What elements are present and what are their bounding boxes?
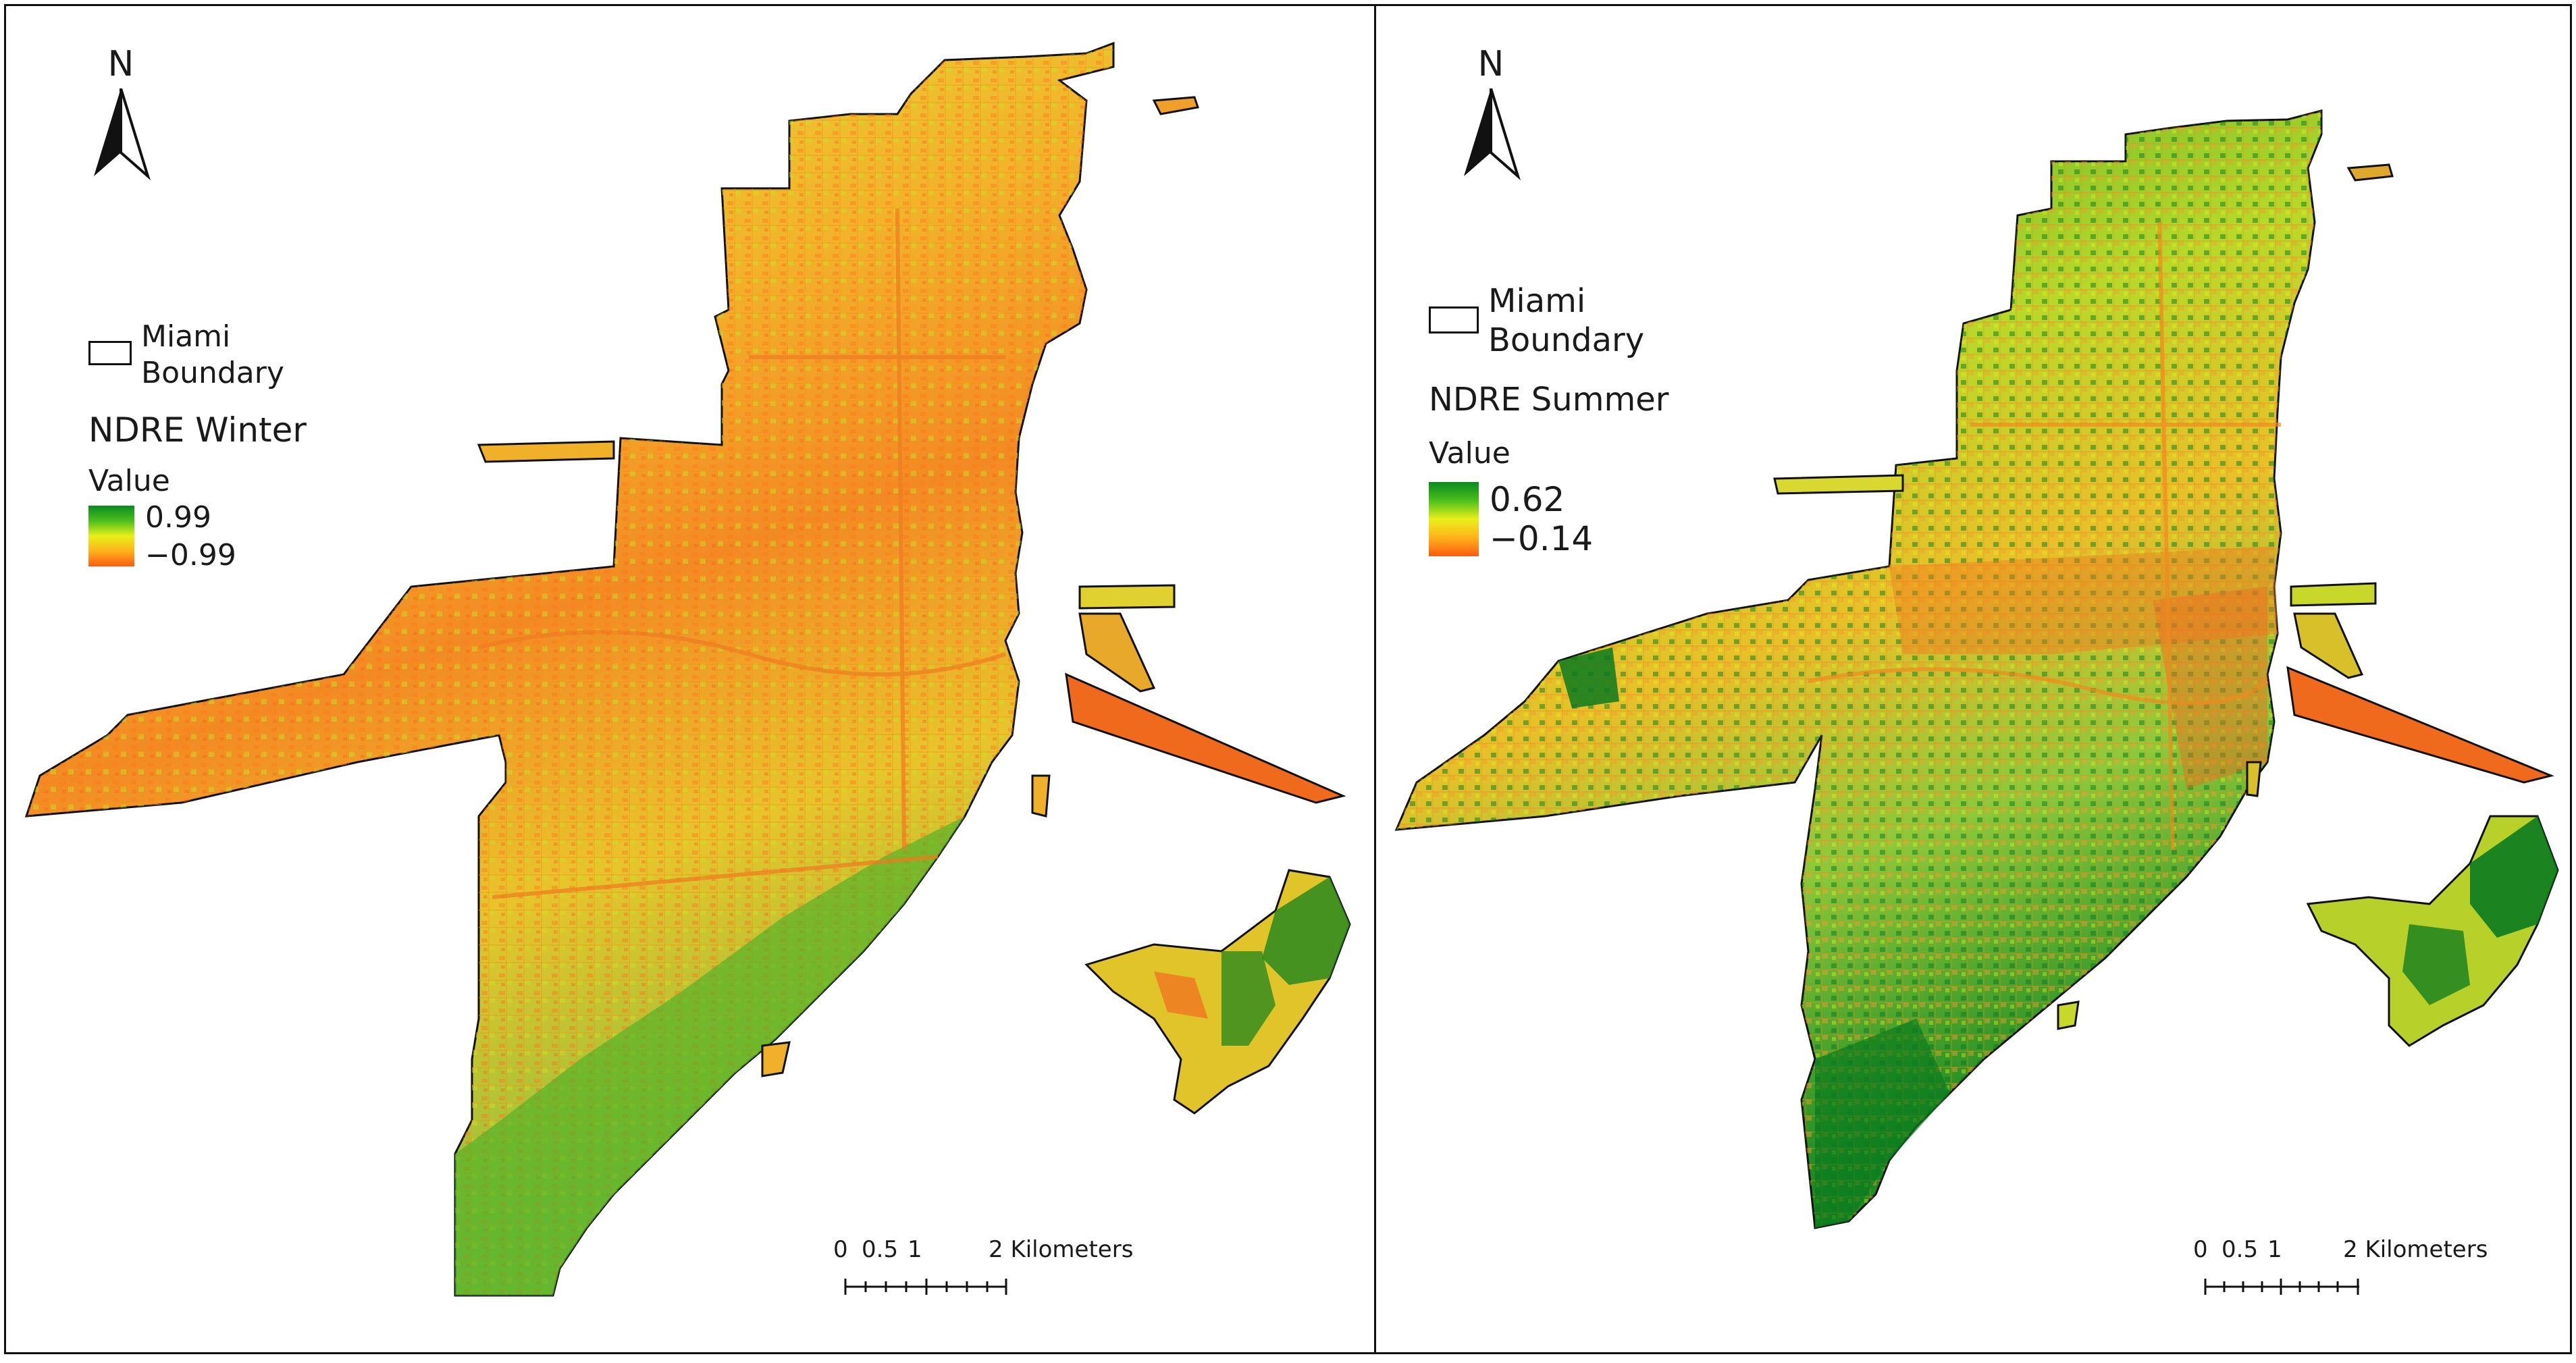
ramp-min-value: −0.14 [1490,519,1594,558]
boundary-label-line2: Boundary [141,356,284,390]
color-ramp [88,506,134,566]
winter-ndre-map [24,41,1351,1297]
boundary-label-line2: Boundary [1488,321,1645,359]
north-arrow: N [1450,47,1531,188]
boundary-swatch [88,341,132,365]
legend-summer: Miami Boundary NDRE Summer Value 0.62 −0… [1421,282,1758,570]
ramp-max-value: 0.99 [145,500,211,535]
color-ramp [1429,482,1479,556]
scale-tick-0: 0 [833,1236,848,1263]
value-label: Value [1429,436,1510,471]
north-arrow-icon [1464,88,1521,181]
ramp-min-value: −0.99 [145,538,236,572]
layer-title: NDRE Winter [88,410,307,450]
map-panel-summer: N Miami Boundary NDRE Summer Value 0.62 … [1374,4,2572,1354]
north-arrow-icon [94,88,151,181]
scale-bar: 0 0.5 1 2 Kilometers [2193,1238,2517,1312]
summer-ndre-map [1394,109,2559,1229]
value-label: Value [88,464,170,498]
boundary-label-line1: Miami [1488,282,1586,320]
scale-bar: 0 0.5 1 2 Kilometers [833,1238,1157,1312]
scale-bar-graphic [2204,1279,2359,1295]
north-label: N [107,44,134,84]
scale-tick-0-5: 0.5 [2222,1236,2259,1263]
boundary-swatch [1429,306,1479,333]
north-label: N [1477,44,1504,84]
scale-tick-2-km: 2 Kilometers [2343,1236,2488,1263]
legend-winter: Miami Boundary NDRE Winter Value 0.99 −0… [80,319,418,593]
north-arrow: N [80,47,161,188]
scale-tick-0: 0 [2193,1236,2208,1263]
ramp-max-value: 0.62 [1490,480,1565,519]
map-panel-winter: N Miami Boundary NDRE Winter Value 0.99 … [4,4,1378,1354]
scale-tick-2-km: 2 Kilometers [989,1236,1134,1263]
scale-bar-graphic [844,1279,1007,1295]
scale-tick-1: 1 [2267,1236,2282,1263]
scale-tick-0-5: 0.5 [862,1236,899,1263]
scale-tick-1: 1 [908,1236,922,1263]
boundary-label-line1: Miami [141,319,231,354]
layer-title: NDRE Summer [1429,381,1669,419]
